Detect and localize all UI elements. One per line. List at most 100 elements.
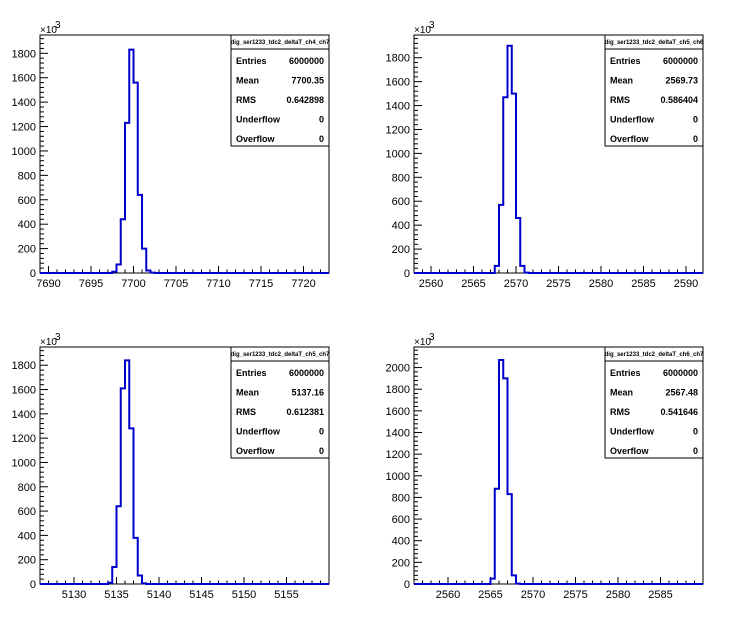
stats-box [604, 34, 704, 147]
x-tick-label: 2560 [436, 589, 460, 601]
histogram-bin [134, 538, 138, 584]
stats-entries-label: Entries [610, 56, 641, 66]
y-tick-label: 200 [392, 557, 410, 569]
histogram-bin [503, 97, 507, 273]
y-tick-label: 1600 [12, 73, 36, 85]
stats-underflow-label: Underflow [610, 427, 655, 437]
y-multiplier-label: ×10 [414, 337, 431, 348]
stats-entries-label: Entries [236, 368, 267, 378]
x-tick-label: 2565 [461, 278, 485, 290]
stats-overflow-value: 0 [319, 134, 324, 144]
x-tick-label: 2590 [674, 278, 698, 290]
histogram-bin [117, 506, 121, 584]
x-tick-label: 2585 [648, 589, 672, 601]
histogram-bin [520, 266, 524, 273]
y-tick-label: 1000 [386, 148, 410, 160]
stats-entries-label: Entries [610, 368, 641, 378]
y-multiplier-exponent: 3 [55, 332, 61, 343]
histogram-bin [108, 583, 112, 584]
histogram-pad-3: 5130 5135 5140 5145 5150 5155 0 200 400 600 800 100… [12, 332, 331, 601]
x-tick-label: 5155 [274, 589, 298, 601]
histogram-bin [138, 195, 142, 273]
y-tick-label: 1800 [12, 360, 36, 372]
x-tick-label: 5140 [147, 589, 171, 601]
y-multiplier-label: ×10 [40, 25, 57, 36]
stats-overflow-label: Overflow [236, 134, 276, 144]
histogram-pad-2: 2560 2565 2570 2575 2580 2585 2590 0 200 400 600 80… [386, 20, 705, 290]
y-multiplier-exponent: 3 [429, 332, 435, 343]
stats-rms-value: 0.586404 [660, 95, 698, 105]
stats-underflow-label: Underflow [236, 115, 281, 125]
histogram-bin [117, 264, 121, 273]
x-tick-label: 2560 [419, 278, 443, 290]
stats-rms-label: RMS [236, 407, 256, 417]
stats-overflow-value: 0 [319, 446, 324, 456]
y-tick-label: 1200 [386, 124, 410, 136]
stats-underflow-label: Underflow [236, 427, 281, 437]
histogram-bin [508, 494, 512, 584]
histogram-bin [142, 583, 146, 584]
histogram-bin [125, 123, 129, 273]
y-multiplier-exponent: 3 [429, 20, 435, 31]
y-tick-label: 400 [392, 220, 410, 232]
stats-underflow-value: 0 [693, 115, 698, 125]
histogram-bin [134, 83, 138, 273]
y-tick-label: 1800 [386, 384, 410, 396]
y-tick-label: 1800 [386, 53, 410, 65]
y-multiplier-label: ×10 [414, 25, 431, 36]
y-tick-label: 1000 [386, 471, 410, 483]
x-tick-label: 5150 [232, 589, 256, 601]
histogram-bin [146, 271, 150, 273]
histogram-bin [142, 249, 146, 273]
stats-histogram-name: dig_ser1233_tdc2_deltaT_ch5_ch7 [231, 352, 330, 358]
histogram-bin [512, 94, 516, 273]
x-tick-label: 2580 [589, 278, 613, 290]
y-tick-label: 200 [392, 244, 410, 256]
x-tick-label: 5130 [62, 589, 86, 601]
y-tick-label: 0 [30, 579, 36, 591]
histogram-series-line [414, 44, 703, 274]
y-tick-label: 1800 [12, 48, 36, 60]
histogram-bin [138, 575, 142, 584]
x-tick-label: 2575 [563, 589, 587, 601]
y-tick-label: 600 [392, 514, 410, 526]
histogram-bin [499, 360, 503, 584]
stats-histogram-name: dig_ser1233_tdc2_deltaT_ch6_ch7 [605, 352, 704, 358]
stats-overflow-value: 0 [693, 446, 698, 456]
y-tick-label: 1200 [12, 122, 36, 134]
y-tick-label: 0 [404, 268, 410, 280]
x-tick-label: 7710 [206, 278, 230, 290]
y-tick-label: 0 [30, 268, 36, 280]
histogram-bin [495, 266, 499, 273]
stats-mean-label: Mean [610, 76, 633, 86]
x-tick-label: 2580 [606, 589, 630, 601]
histogram-bin [499, 205, 503, 273]
x-tick-label: 2565 [478, 589, 502, 601]
stats-rms-label: RMS [610, 407, 630, 417]
histogram-bin [125, 360, 129, 584]
x-tick-label: 7720 [291, 278, 315, 290]
stats-underflow-label: Underflow [610, 115, 655, 125]
stats-underflow-value: 0 [319, 427, 324, 437]
stats-histogram-name: dig_ser1233_tdc2_deltaT_ch5_ch6 [605, 40, 704, 46]
stats-rms-label: RMS [610, 95, 630, 105]
stats-mean-label: Mean [610, 388, 633, 398]
y-tick-label: 1200 [386, 449, 410, 461]
x-tick-label: 5135 [104, 589, 128, 601]
y-tick-label: 2000 [386, 363, 410, 375]
stats-entries-value: 6000000 [663, 56, 698, 66]
stats-box [230, 34, 330, 147]
x-tick-label: 5145 [189, 589, 213, 601]
y-tick-label: 400 [392, 536, 410, 548]
histogram-bin [121, 388, 125, 584]
stats-underflow-value: 0 [693, 427, 698, 437]
x-tick-label: 2570 [504, 278, 528, 290]
stats-entries-value: 6000000 [289, 56, 324, 66]
stats-entries-value: 6000000 [663, 368, 698, 378]
x-tick-label: 2575 [546, 278, 570, 290]
stats-rms-value: 0.541646 [660, 407, 698, 417]
histogram-bin [112, 567, 116, 584]
y-tick-label: 1600 [386, 406, 410, 418]
histogram-bin [516, 218, 520, 273]
